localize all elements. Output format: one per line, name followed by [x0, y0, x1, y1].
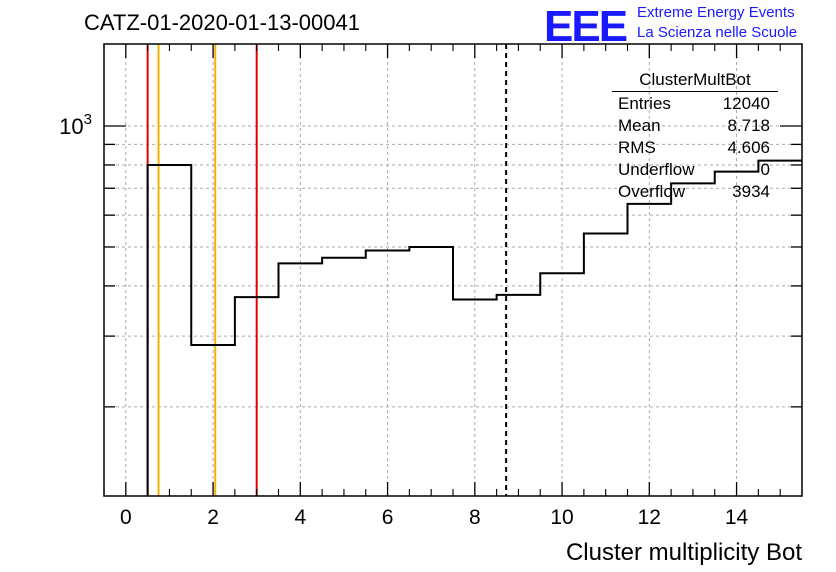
stats-value: 4.606: [727, 138, 770, 157]
x-tick-label: 2: [207, 506, 219, 529]
stats-box: ClusterMultBot Entries 12040 Mean 8.718 RMS 4…: [612, 70, 778, 204]
stats-rows: Entries 12040 Mean 8.718 RMS 4.606 Underflow 0 O…: [612, 94, 778, 204]
x-tick-label: 10: [550, 506, 573, 529]
logo-line-1: Extreme Energy Events: [637, 4, 795, 21]
axis-ticks: [103, 44, 803, 496]
stats-row: Mean 8.718: [612, 116, 778, 138]
stats-label: Entries: [618, 94, 671, 113]
stats-value: 3934: [732, 182, 770, 201]
x-axis-title: Cluster multiplicity Bot: [566, 539, 802, 566]
stats-label: Overflow: [618, 182, 686, 201]
stats-row: RMS 4.606: [612, 138, 778, 160]
stats-label: Mean: [618, 116, 661, 135]
x-tick-label: 14: [725, 506, 749, 529]
x-tick-label: 6: [382, 506, 394, 529]
eee-logo: EEE: [544, 2, 628, 51]
stats-label: Underflow: [618, 160, 695, 179]
x-tick-labels: 0 2 4 6 8 10 12 14: [120, 506, 749, 529]
x-tick-label: 0: [120, 506, 132, 529]
histogram-series: [146, 159, 802, 496]
x-tick-label: 8: [469, 506, 481, 529]
stats-title: ClusterMultBot: [612, 70, 778, 92]
stats-row: Entries 12040: [612, 94, 778, 116]
run-title: CATZ-01-2020-01-13-00041: [84, 10, 360, 35]
logo-line-2: La Scienza nelle Scuole: [637, 24, 798, 41]
x-tick-label: 12: [638, 506, 661, 529]
x-tick-label: 4: [294, 506, 306, 529]
y-tick-label: 103: [59, 111, 92, 139]
stats-row: Underflow 0: [612, 160, 778, 182]
stats-row: Overflow 3934: [612, 182, 778, 204]
histogram-line: [146, 159, 802, 496]
stats-label: RMS: [618, 138, 656, 157]
stats-value: 8.718: [727, 116, 770, 135]
stats-value: 12040: [722, 94, 770, 113]
stats-value: 0: [760, 160, 770, 179]
